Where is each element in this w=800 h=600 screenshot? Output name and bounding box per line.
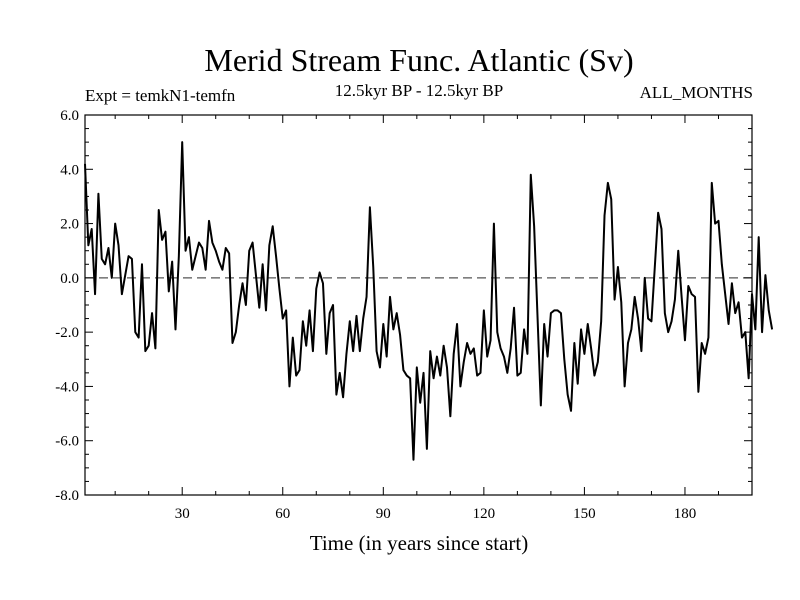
y-tick-label: -4.0 — [55, 379, 79, 395]
y-tick-label: -6.0 — [55, 434, 79, 450]
x-tick-label: 60 — [275, 506, 290, 522]
x-axis-label: Time (in years since start) — [310, 531, 529, 555]
x-tick-label: 120 — [473, 506, 496, 522]
y-tick-label: 4.0 — [60, 162, 79, 178]
chart-subtitle: 12.5kyr BP - 12.5kyr BP — [335, 81, 503, 100]
plot-area: 6.0 4.0 2.0 0.0 -2.0 -4.0 -6.0 -8.0 30 60 90 120 150… — [55, 108, 774, 522]
y-tick-label: 6.0 — [60, 108, 79, 124]
experiment-label: Expt = temkN1-temfn — [85, 86, 236, 105]
x-tick-label: 30 — [175, 506, 190, 522]
y-tick-label: -2.0 — [55, 325, 79, 341]
chart-title: Merid Stream Func. Atlantic (Sv) — [204, 42, 633, 78]
y-tick-label: -8.0 — [55, 488, 79, 504]
months-label: ALL_MONTHS — [640, 83, 753, 102]
x-tick-label: 90 — [376, 506, 391, 522]
y-tick-label: 0.0 — [60, 271, 79, 287]
y-tick-label: 2.0 — [60, 217, 79, 233]
x-tick-label: 180 — [674, 506, 697, 522]
x-tick-label: 150 — [573, 506, 596, 522]
series-line-0 — [84, 141, 774, 461]
